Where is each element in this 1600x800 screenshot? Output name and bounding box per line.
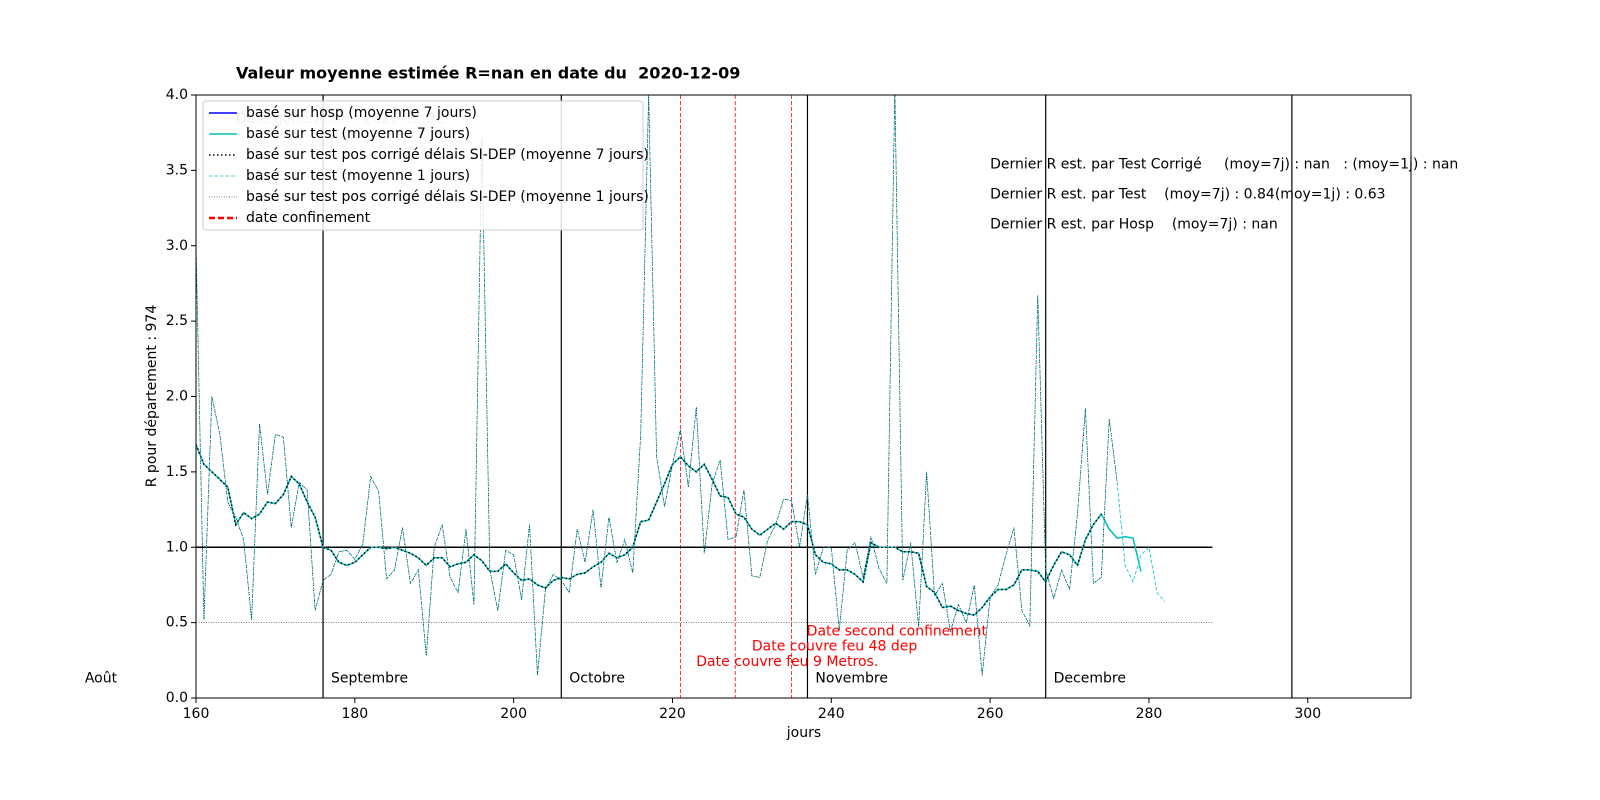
y-tick-label: 1.0 bbox=[166, 539, 188, 555]
legend-label: basé sur test pos corrigé délais SI-DEP … bbox=[246, 147, 649, 163]
annotation: Août bbox=[85, 670, 118, 686]
x-axis-label: jours bbox=[786, 725, 821, 741]
plot-area bbox=[196, 95, 1293, 698]
annotation: Dernier R est. par Test Corrigé (moy=7j)… bbox=[990, 156, 1458, 172]
legend-label: basé sur test (moyenne 7 jours) bbox=[246, 126, 470, 142]
legend-box bbox=[202, 100, 644, 231]
series-line bbox=[196, 95, 1118, 676]
y-axis-label: R pour département : 974 bbox=[144, 305, 160, 488]
legend-label: basé sur test (moyenne 1 jours) bbox=[246, 168, 470, 184]
annotation: Octobre bbox=[569, 670, 625, 686]
y-tick-label: 2.0 bbox=[166, 389, 188, 405]
x-tick-label: 200 bbox=[500, 706, 527, 722]
annotation: Date couvre feu 9 Metros. bbox=[696, 654, 878, 670]
annotation: Decembre bbox=[1054, 670, 1126, 686]
y-tick-label: 1.5 bbox=[166, 464, 188, 480]
x-tick-label: 220 bbox=[659, 706, 686, 722]
annotation: Dernier R est. par Hosp (moy=7j) : nan bbox=[990, 217, 1278, 233]
x-tick-label: 260 bbox=[977, 706, 1004, 722]
series-line bbox=[196, 444, 1102, 616]
x-tick-label: 300 bbox=[1294, 706, 1321, 722]
series-line bbox=[196, 444, 1142, 616]
x-tick-label: 240 bbox=[818, 706, 845, 722]
annotation: Date couvre feu 48 dep bbox=[752, 639, 917, 655]
annotation: Date second confinement bbox=[807, 624, 988, 640]
y-tick-label: 3.0 bbox=[166, 238, 188, 254]
y-tick-label: 3.5 bbox=[166, 162, 188, 178]
y-tick-label: 2.5 bbox=[166, 313, 188, 329]
y-tick-label: 4.0 bbox=[166, 87, 188, 103]
legend-label: basé sur hosp (moyenne 7 jours) bbox=[246, 105, 477, 121]
x-tick-label: 180 bbox=[341, 706, 368, 722]
y-tick-label: 0.5 bbox=[166, 615, 188, 631]
axes-frame bbox=[195, 94, 1412, 699]
y-tick-label: 0.0 bbox=[166, 690, 188, 706]
chart-title: Valeur moyenne estimée R=nan en date du … bbox=[236, 64, 740, 83]
legend-label: basé sur test pos corrigé délais SI-DEP … bbox=[246, 189, 649, 205]
x-tick-label: 280 bbox=[1136, 706, 1163, 722]
series-line bbox=[196, 95, 1166, 676]
x-tick-label: 160 bbox=[183, 706, 210, 722]
annotation: Dernier R est. par Test (moy=7j) : 0.84(… bbox=[990, 186, 1385, 202]
annotation: Novembre bbox=[815, 670, 888, 686]
legend-label: date confinement bbox=[246, 210, 371, 226]
annotation: Septembre bbox=[331, 670, 408, 686]
